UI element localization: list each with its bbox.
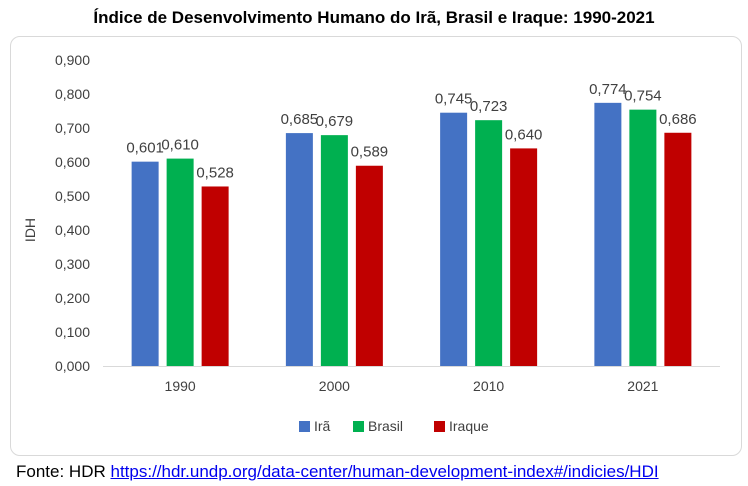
y-tick-label: 0,100 <box>55 324 90 340</box>
data-label: 0,589 <box>351 144 389 161</box>
data-label: 0,774 <box>589 81 627 98</box>
y-tick-label: 0,400 <box>55 222 90 238</box>
source-note: Fonte: HDR https://hdr.undp.org/data-cen… <box>16 462 659 482</box>
bar-irã <box>440 112 468 366</box>
chart-area <box>10 36 742 456</box>
y-tick-label: 0,200 <box>55 290 90 306</box>
data-label: 0,640 <box>505 126 543 143</box>
bar-brasil <box>629 109 657 366</box>
data-label: 0,679 <box>316 113 354 130</box>
legend-swatch <box>353 421 364 432</box>
bar-irã <box>285 133 313 366</box>
bar-iraque <box>664 132 692 366</box>
source-link[interactable]: https://hdr.undp.org/data-center/human-d… <box>110 462 659 481</box>
data-label: 0,686 <box>659 111 697 128</box>
y-axis-label: IDH <box>22 218 38 242</box>
data-label: 0,685 <box>281 111 319 128</box>
x-tick-label: 2021 <box>627 378 658 394</box>
x-tick-label: 2010 <box>473 378 504 394</box>
y-tick-label: 0,500 <box>55 188 90 204</box>
data-label: 0,723 <box>470 98 508 115</box>
legend-label: Brasil <box>368 418 403 434</box>
data-label: 0,528 <box>196 164 234 181</box>
bar-irã <box>594 102 622 366</box>
bar-iraque <box>510 148 538 366</box>
y-tick-label: 0,700 <box>55 120 90 136</box>
x-tick-label: 1990 <box>165 378 196 394</box>
source-prefix: Fonte: HDR <box>16 462 111 481</box>
y-tick-label: 0,600 <box>55 154 90 170</box>
bar-brasil <box>475 120 503 367</box>
bar-chart: 0,000 0,100 0,200 0,300 0,400 0,500 0,600 0,700… <box>22 52 720 434</box>
data-label: 0,754 <box>624 88 662 105</box>
y-tick-label: 0,800 <box>55 86 90 102</box>
data-label: 0,601 <box>126 140 164 157</box>
bar-irã <box>131 161 159 366</box>
chart-title: Índice de Desenvolvimento Humano do Irã,… <box>93 8 655 27</box>
y-tick-label: 0,900 <box>55 52 90 68</box>
x-tick-label: 2000 <box>319 378 350 394</box>
bar-iraque <box>201 186 229 366</box>
y-tick-label: 0,000 <box>55 358 90 374</box>
bar-brasil <box>320 135 348 366</box>
data-label: 0,610 <box>161 137 199 154</box>
legend-label: Iraque <box>449 418 489 434</box>
legend-label: Irã <box>314 418 331 434</box>
y-tick-label: 0,300 <box>55 256 90 272</box>
bar-iraque <box>355 165 383 366</box>
legend-swatch <box>434 421 445 432</box>
data-label: 0,745 <box>435 91 473 108</box>
legend-swatch <box>299 421 310 432</box>
bar-brasil <box>166 158 194 366</box>
